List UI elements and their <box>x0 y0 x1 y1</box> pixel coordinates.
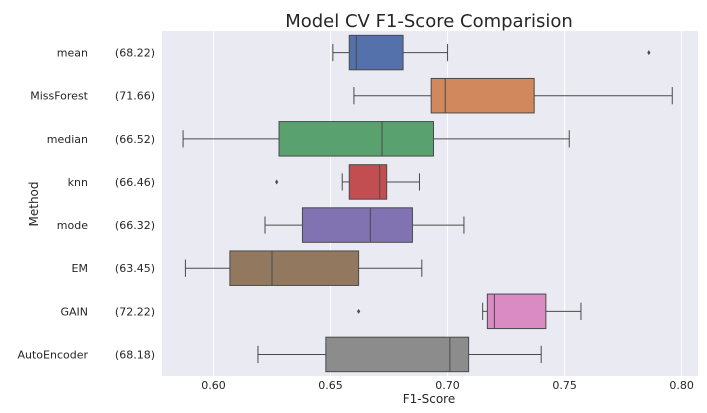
x-tick-label: 0.70 <box>435 379 460 392</box>
method-score-label: (68.22) <box>115 47 155 60</box>
box-autoencoder <box>325 336 470 373</box>
box-gain <box>486 293 547 330</box>
chart-title: Model CV F1-Score Comparision <box>285 11 573 32</box>
method-name-label: knn <box>68 176 88 189</box>
x-tick-label: 0.60 <box>201 379 226 392</box>
box-median <box>278 121 435 157</box>
x-axis-label: F1-Score <box>403 392 455 406</box>
x-tick-label: 0.80 <box>669 379 694 392</box>
x-tick-label: 0.65 <box>318 379 343 392</box>
method-name-label: mode <box>57 219 88 232</box>
method-name-label: mean <box>57 47 88 60</box>
method-name-label: EM <box>72 262 88 275</box>
method-name-label: GAIN <box>60 305 88 318</box>
method-score-label: (66.46) <box>115 176 155 189</box>
x-tick-labels: 0.60 0.65 0.70 0.75 0.80 <box>201 379 694 392</box>
method-name-label: AutoEncoder <box>17 348 88 361</box>
box-mean <box>348 34 404 71</box>
y-axis-label: Method <box>27 181 41 226</box>
method-score-label: (72.22) <box>115 305 155 318</box>
box-knn <box>348 164 388 200</box>
method-score-label: (66.52) <box>115 133 155 146</box>
method-score-label: (71.66) <box>115 90 155 103</box>
x-tick-label: 0.75 <box>552 379 577 392</box>
method-score-label: (63.45) <box>115 262 155 275</box>
outlier-point <box>647 50 651 56</box>
boxes-layer <box>182 34 673 373</box>
outlier-point <box>357 308 361 314</box>
method-name-label: MissForest <box>30 90 88 103</box>
outlier-point <box>275 179 279 185</box>
method-score-label: (68.18) <box>115 348 155 361</box>
method-name-label: median <box>47 133 88 146</box>
box-missforest <box>430 77 535 114</box>
y-tick-labels: mean (68.22) MissForest (71.66) median (66.52… <box>17 47 155 362</box>
method-score-label: (66.32) <box>115 219 155 232</box>
plot-area <box>162 31 698 376</box>
box-mode <box>301 207 413 243</box>
box-em <box>229 250 360 286</box>
